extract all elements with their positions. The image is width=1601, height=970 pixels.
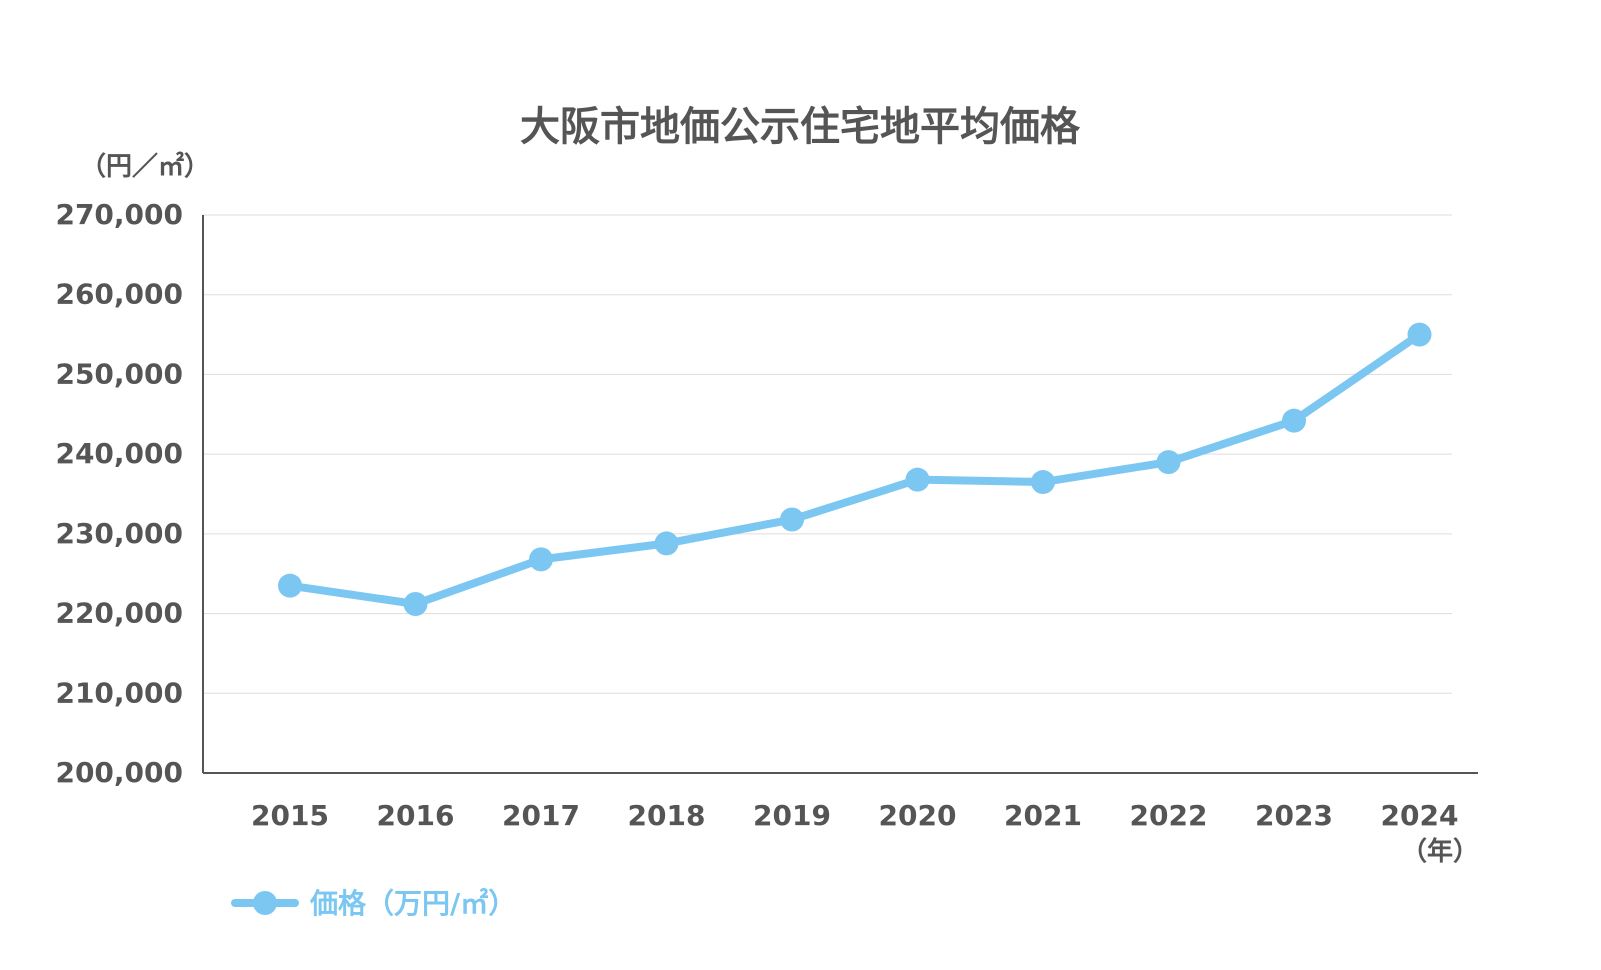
data-point [1407, 322, 1432, 347]
data-point [654, 531, 679, 556]
y-tick-label: 210,000 [55, 676, 183, 709]
data-point [1282, 408, 1306, 433]
x-tick-label: 2023 [1255, 799, 1333, 832]
y-tick-label: 230,000 [55, 517, 183, 550]
y-axis-unit-label: （円／㎡） [80, 151, 210, 182]
y-tick-label: 220,000 [55, 597, 183, 630]
series-line [286, 330, 1424, 609]
x-tick-label: 2022 [1130, 799, 1208, 832]
x-tick-label: 2019 [753, 799, 831, 832]
data-point [403, 592, 428, 617]
y-tick-label: 200,000 [55, 756, 183, 789]
data-point [780, 507, 804, 532]
chart-title: 大阪市地価公示住宅地平均価格 [520, 104, 1081, 150]
x-tick-label: 2015 [251, 799, 329, 832]
series-group [278, 322, 1432, 617]
data-point [278, 573, 302, 598]
y-tick-label: 240,000 [55, 437, 183, 470]
data-point [1031, 470, 1055, 495]
grid-lines [203, 214, 1452, 694]
x-tick-label: 2016 [377, 799, 455, 832]
data-point [905, 467, 930, 492]
x-tick-label: 2024 [1381, 799, 1459, 832]
data-point [529, 547, 553, 572]
x-tick-label: 2018 [628, 799, 706, 832]
data-point [1156, 450, 1181, 475]
y-axis-ticks: 270,000 260,000 250,000 240,000 230,000 220,0… [55, 198, 183, 789]
x-tick-label: 2021 [1004, 799, 1082, 832]
x-tick-label: 2017 [502, 799, 580, 832]
x-tick-label: 2020 [879, 799, 957, 832]
y-tick-label: 250,000 [55, 357, 183, 390]
x-axis-ticks: 2015 2016 2017 2018 2019 2020 2021 2022 2023 2024 [251, 799, 1458, 832]
legend: 価格（万円/㎡） [231, 887, 516, 920]
y-tick-label: 270,000 [55, 198, 183, 231]
y-tick-label: 260,000 [55, 278, 183, 311]
legend-marker [253, 891, 277, 915]
x-axis-unit-label: （年） [1401, 836, 1479, 867]
legend-label: 価格（万円/㎡） [309, 887, 516, 920]
